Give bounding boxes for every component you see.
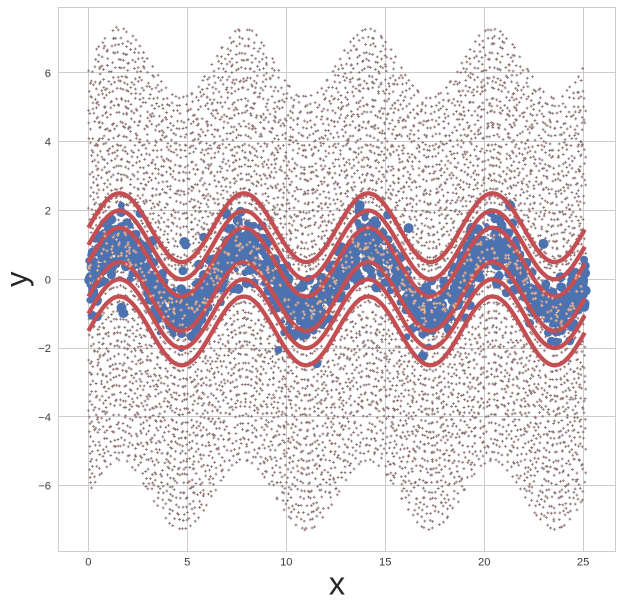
svg-text:0: 0 [85, 557, 91, 569]
svg-text:2: 2 [45, 206, 51, 218]
svg-text:15: 15 [379, 557, 391, 569]
svg-text:y: y [0, 271, 34, 287]
svg-text:−2: −2 [38, 343, 51, 355]
svg-text:4: 4 [45, 137, 51, 149]
svg-text:−4: −4 [38, 412, 51, 424]
svg-text:5: 5 [184, 557, 190, 569]
svg-text:x: x [329, 566, 345, 602]
svg-text:−6: −6 [38, 481, 51, 493]
svg-text:10: 10 [280, 557, 292, 569]
svg-text:20: 20 [478, 557, 490, 569]
svg-text:0: 0 [45, 274, 51, 286]
svg-text:25: 25 [577, 557, 589, 569]
svg-text:6: 6 [45, 68, 51, 80]
